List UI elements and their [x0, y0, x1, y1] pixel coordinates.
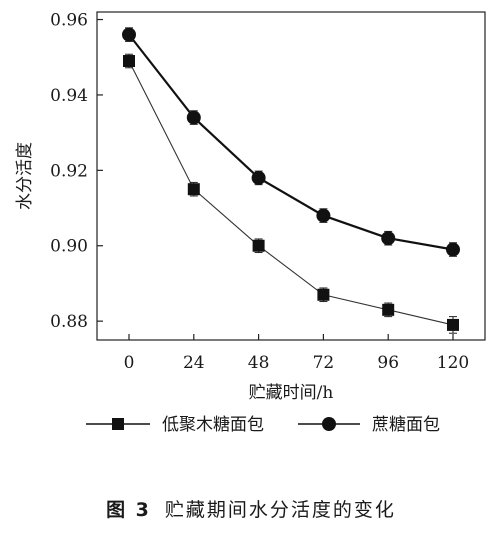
data-point: [382, 303, 395, 316]
series-1: [123, 53, 459, 334]
data-point: [251, 170, 266, 185]
x-tick-label: 96: [377, 353, 399, 373]
data-point: [123, 55, 135, 68]
x-tick-label: 72: [313, 353, 335, 373]
caption-number: 图 3: [106, 499, 151, 521]
legend-label: 低聚木糖面包: [162, 415, 264, 435]
y-tick-label: 0.92: [50, 161, 88, 181]
y-tick-label: 0.90: [50, 237, 88, 257]
line-chart: 0.88 0.90 0.92 0.94 0.96 0 24 48 72 96 120 水分活度 贮藏…: [15, 11, 486, 435]
chart-axes: [96, 11, 486, 341]
data-point: [316, 208, 331, 223]
data-point: [381, 231, 396, 246]
data-point: [186, 110, 201, 125]
x-tick-label: 48: [248, 353, 270, 373]
chart-ticks: 0.88 0.90 0.92 0.94 0.96 0 24 48 72 96 120: [50, 11, 469, 373]
x-tick-label: 120: [437, 353, 469, 373]
x-tick-label: 24: [183, 353, 205, 373]
series-line: [128, 33, 454, 251]
series-2: [122, 27, 460, 257]
x-axis-label: 贮藏时间/h: [249, 383, 334, 403]
figure-caption: 图 3 贮藏期间水分活度的变化: [0, 495, 502, 522]
legend-label: 蔗糖面包: [372, 415, 440, 435]
legend-marker: [112, 418, 124, 430]
x-tick-label: 0: [124, 353, 135, 373]
caption-text: 贮藏期间水分活度的变化: [164, 499, 396, 521]
y-axis-label: 水分活度: [15, 142, 35, 210]
data-point: [252, 239, 265, 252]
legend-item-1: 低聚木糖面包: [86, 415, 264, 435]
data-point: [447, 318, 459, 331]
y-tick-label: 0.96: [50, 11, 88, 31]
y-tick-label: 0.94: [50, 86, 88, 106]
data-point: [446, 242, 460, 257]
y-tick-label: 0.88: [50, 312, 88, 332]
plot-frame: [96, 11, 486, 341]
legend: 低聚木糖面包 蔗糖面包: [86, 415, 440, 435]
chart-series: [122, 27, 460, 334]
legend-marker: [322, 417, 336, 431]
data-point: [187, 183, 200, 196]
data-point: [317, 288, 330, 301]
series-line: [128, 60, 454, 326]
data-point: [122, 27, 136, 42]
legend-item-2: 蔗糖面包: [298, 415, 440, 435]
